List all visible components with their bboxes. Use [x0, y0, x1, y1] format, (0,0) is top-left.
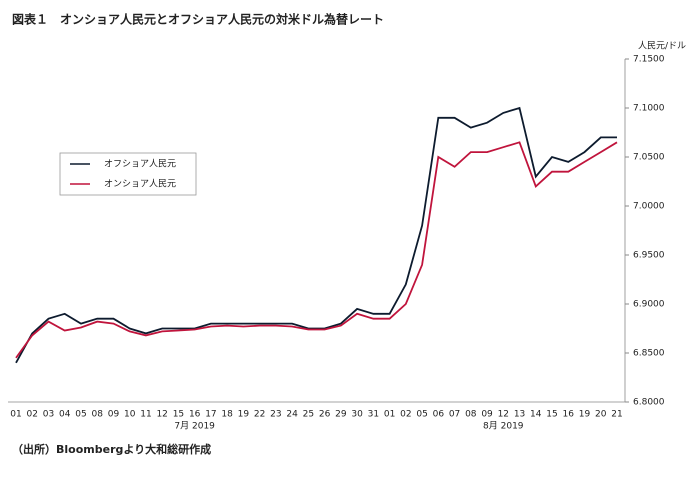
x-tick-label: 23 — [270, 410, 281, 420]
x-tick-label: 26 — [319, 410, 331, 420]
x-tick-label: 07 — [449, 410, 460, 420]
chart-title: 図表１ オンショア人民元とオフショア人民元の対米ドル為替レート — [12, 12, 384, 27]
month-label: 8月 2019 — [483, 421, 524, 432]
series-line — [15, 141, 618, 359]
x-tick-label: 10 — [124, 410, 136, 420]
x-tick-label: 08 — [465, 410, 477, 420]
x-tick-label: 09 — [108, 410, 120, 420]
x-tick-label: 05 — [75, 410, 86, 420]
x-tick-label: 22 — [254, 410, 265, 420]
x-tick-label: 18 — [221, 410, 233, 420]
x-tick-label: 19 — [579, 410, 591, 420]
y-tick-label: 7.0000 — [633, 202, 665, 212]
y-axis-label: 人民元/ドル — [638, 41, 686, 52]
legend-label: オフショア人民元 — [104, 159, 176, 170]
legend-box — [59, 152, 197, 196]
x-tick-label: 12 — [498, 410, 509, 420]
x-tick-label: 29 — [335, 410, 347, 420]
x-tick-label: 14 — [530, 410, 542, 420]
y-tick-label: 6.9000 — [633, 300, 665, 310]
x-tick-label: 21 — [611, 410, 622, 420]
x-tick-label: 02 — [400, 410, 411, 420]
x-tick-label: 17 — [205, 410, 216, 420]
x-tick-label: 11 — [140, 410, 151, 420]
series-line — [15, 106, 617, 364]
legend-label: オンショア人民元 — [104, 179, 176, 190]
y-tick-label: 6.8500 — [633, 349, 665, 359]
x-tick-label: 05 — [416, 410, 427, 420]
y-tick-label: 6.9500 — [633, 251, 665, 261]
x-tick-label: 12 — [156, 410, 167, 420]
y-tick-label: 7.1000 — [633, 104, 665, 114]
x-tick-label: 13 — [514, 410, 525, 420]
x-tick-label: 15 — [173, 410, 184, 420]
y-tick-label: 6.8000 — [633, 398, 665, 408]
x-tick-label: 04 — [59, 410, 71, 420]
source-note: （出所）Bloombergより大和総研作成 — [12, 442, 211, 456]
y-tick-label: 7.0500 — [633, 153, 665, 163]
x-tick-label: 02 — [27, 410, 38, 420]
x-tick-label: 09 — [481, 410, 493, 420]
y-tick-label: 7.1500 — [633, 55, 665, 65]
x-tick-label: 01 — [10, 410, 21, 420]
x-tick-label: 15 — [546, 410, 557, 420]
x-tick-label: 01 — [384, 410, 395, 420]
x-tick-label: 30 — [351, 410, 363, 420]
month-label: 7月 2019 — [174, 421, 215, 432]
x-tick-label: 31 — [368, 410, 379, 420]
x-tick-label: 16 — [189, 410, 201, 420]
x-tick-label: 08 — [91, 410, 103, 420]
x-tick-label: 25 — [303, 410, 314, 420]
x-tick-label: 20 — [595, 410, 607, 420]
x-tick-label: 19 — [238, 410, 250, 420]
x-tick-label: 24 — [286, 410, 298, 420]
x-tick-label: 06 — [433, 410, 445, 420]
x-tick-label: 16 — [563, 410, 575, 420]
x-tick-label: 03 — [43, 410, 54, 420]
